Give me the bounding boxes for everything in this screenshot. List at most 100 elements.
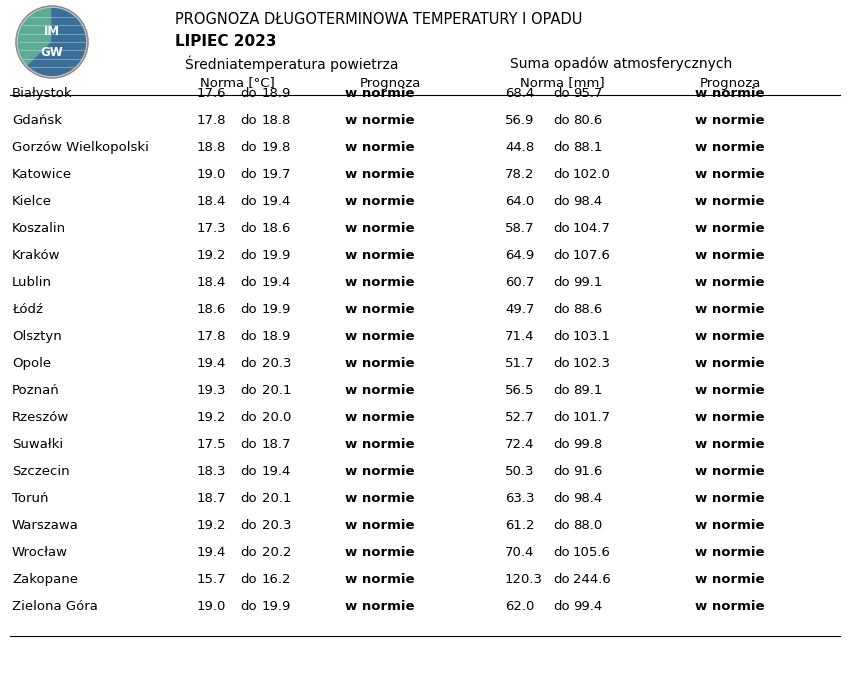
Text: w normie: w normie [695,168,764,181]
Text: 102.3: 102.3 [573,357,611,370]
Text: w normie: w normie [695,276,764,289]
Text: 17.6: 17.6 [197,87,226,100]
Text: w normie: w normie [345,222,415,235]
Text: 17.8: 17.8 [197,330,226,343]
Text: 61.2: 61.2 [505,519,535,532]
Text: 19.0: 19.0 [197,168,226,181]
Text: Olsztyn: Olsztyn [12,330,62,343]
Text: w normie: w normie [695,384,764,397]
Text: Suma opadów atmosferycznych: Suma opadów atmosferycznych [510,57,732,71]
Text: 80.6: 80.6 [573,114,603,127]
Text: do: do [240,357,257,370]
Circle shape [16,6,88,78]
Text: 56.5: 56.5 [505,384,535,397]
Text: do: do [553,492,570,505]
Text: w normie: w normie [345,573,415,586]
Wedge shape [28,8,86,75]
Text: do: do [553,519,570,532]
Text: 18.4: 18.4 [197,276,226,289]
Text: 64.0: 64.0 [505,195,535,208]
Text: 19.9: 19.9 [262,303,292,316]
Text: 107.6: 107.6 [573,249,611,262]
Text: w normie: w normie [345,168,415,181]
Text: 17.5: 17.5 [197,438,227,451]
Text: do: do [553,411,570,424]
Text: 19.4: 19.4 [262,195,292,208]
Text: do: do [240,87,257,100]
Text: Kielce: Kielce [12,195,52,208]
Text: Zielona Góra: Zielona Góra [12,600,98,613]
Text: do: do [553,330,570,343]
Text: 18.6: 18.6 [262,222,292,235]
Text: do: do [553,303,570,316]
Text: 244.6: 244.6 [573,573,611,586]
Text: do: do [240,519,257,532]
Text: 89.1: 89.1 [573,384,603,397]
Text: w normie: w normie [345,249,415,262]
Text: w normie: w normie [345,357,415,370]
Text: w normie: w normie [695,330,764,343]
Text: w normie: w normie [695,492,764,505]
Text: do: do [240,222,257,235]
Text: Poznań: Poznań [12,384,60,397]
Text: 19.9: 19.9 [262,249,292,262]
Text: 102.0: 102.0 [573,168,611,181]
Text: do: do [240,492,257,505]
Text: Szczecin: Szczecin [12,465,70,478]
Text: 18.7: 18.7 [262,438,292,451]
Text: w normie: w normie [695,114,764,127]
Text: do: do [553,222,570,235]
Text: 19.2: 19.2 [197,519,226,532]
Text: 16.2: 16.2 [262,573,292,586]
Text: 91.6: 91.6 [573,465,603,478]
Text: 44.8: 44.8 [505,141,535,154]
Text: 71.4: 71.4 [505,330,535,343]
Text: 19.2: 19.2 [197,411,226,424]
Text: 51.7: 51.7 [505,357,535,370]
Text: w normie: w normie [695,249,764,262]
Text: w normie: w normie [695,357,764,370]
Text: 99.4: 99.4 [573,600,603,613]
Text: 105.6: 105.6 [573,546,611,559]
Text: w normie: w normie [695,546,764,559]
Text: 58.7: 58.7 [505,222,535,235]
Text: do: do [553,546,570,559]
Text: Białystok: Białystok [12,87,72,100]
Text: 20.3: 20.3 [262,519,292,532]
Text: 18.3: 18.3 [197,465,226,478]
Wedge shape [19,8,52,66]
Text: PROGNOZA DŁUGOTERMINOWA TEMPERATURY I OPADU: PROGNOZA DŁUGOTERMINOWA TEMPERATURY I OP… [175,12,582,28]
Text: do: do [553,465,570,478]
Text: w normie: w normie [345,411,415,424]
Text: do: do [553,141,570,154]
Text: 68.4: 68.4 [505,87,535,100]
Text: 104.7: 104.7 [573,222,611,235]
Text: w normie: w normie [345,141,415,154]
Text: w normie: w normie [345,546,415,559]
Text: 98.4: 98.4 [573,195,603,208]
Text: w normie: w normie [345,519,415,532]
Text: Łódź: Łódź [12,303,43,316]
Text: 101.7: 101.7 [573,411,611,424]
Text: 103.1: 103.1 [573,330,611,343]
Text: 63.3: 63.3 [505,492,535,505]
Text: Gdańsk: Gdańsk [12,114,62,127]
Text: 19.4: 19.4 [197,546,226,559]
Text: 88.1: 88.1 [573,141,603,154]
Text: 19.3: 19.3 [197,384,226,397]
Text: do: do [240,168,257,181]
Text: 20.1: 20.1 [262,492,292,505]
Text: 95.7: 95.7 [573,87,603,100]
Text: w normie: w normie [695,411,764,424]
Text: Toruń: Toruń [12,492,48,505]
Text: 50.3: 50.3 [505,465,535,478]
Text: do: do [240,276,257,289]
Text: w normie: w normie [345,438,415,451]
Text: 56.9: 56.9 [505,114,535,127]
Text: do: do [553,357,570,370]
Text: w normie: w normie [345,303,415,316]
Text: w normie: w normie [345,465,415,478]
Text: do: do [240,330,257,343]
Text: do: do [553,573,570,586]
Text: w normie: w normie [695,141,764,154]
